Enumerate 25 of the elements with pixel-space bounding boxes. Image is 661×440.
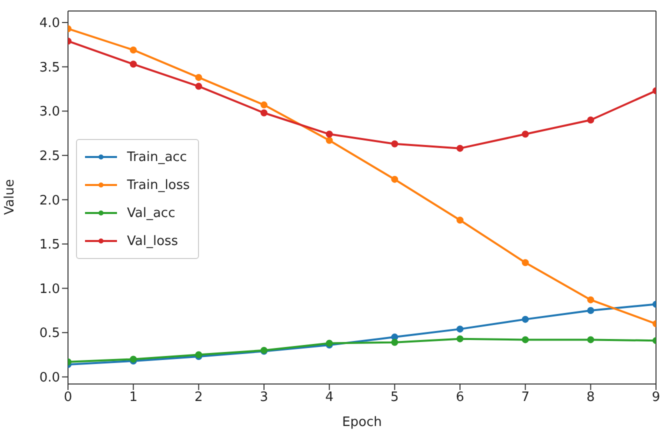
x-tick-label: 4	[325, 390, 334, 406]
y-tick-label: 1.0	[39, 282, 60, 297]
legend-label: Val_acc	[127, 206, 176, 220]
x-tick-label: 7	[521, 390, 530, 406]
y-tick-label: 1.5	[39, 238, 60, 253]
x-tick-label: 3	[260, 390, 268, 406]
x-tick-label: 8	[586, 390, 595, 406]
x-tick-label: 0	[64, 390, 72, 406]
legend-label: Train_acc	[127, 150, 187, 164]
x-tick-label: 2	[194, 390, 203, 406]
y-tick-label: 3.0	[39, 104, 60, 120]
y-tick-label: 0.0	[39, 370, 60, 386]
x-tick-label: 9	[652, 390, 660, 406]
x-tick-label: 5	[390, 390, 399, 406]
x-tick-label: 1	[129, 390, 138, 406]
y-axis-title: Value	[2, 179, 18, 215]
y-tick-label: 2.0	[39, 193, 60, 208]
y-tick-label: 0.5	[39, 326, 60, 342]
y-tick-label: 4.0	[39, 16, 60, 32]
y-tick-label: 3.5	[39, 60, 60, 76]
x-axis-title: Epoch	[342, 415, 382, 430]
y-tick-label: 2.5	[39, 149, 60, 164]
legend-label: Val_loss	[127, 234, 178, 248]
x-tick-label: 6	[456, 390, 464, 406]
legend-label: Train_loss	[127, 178, 190, 192]
